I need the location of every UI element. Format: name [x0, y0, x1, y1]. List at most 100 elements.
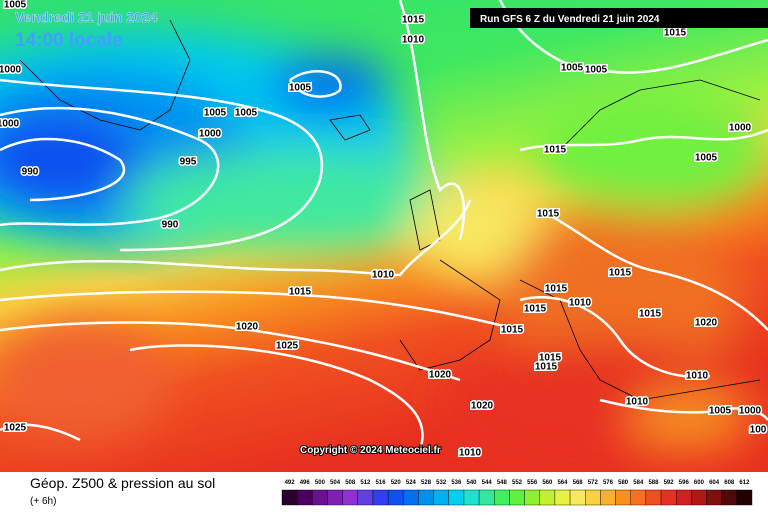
isobar-label: 1010 — [402, 35, 425, 46]
scale-label: 560 — [542, 480, 553, 486]
isobar-label: 1005 — [709, 406, 732, 417]
scale-label: 592 — [664, 480, 675, 486]
isobar-label: 1015 — [289, 287, 312, 298]
footer-subtitle: (+ 6h) — [30, 496, 56, 507]
isobar-label: 1015 — [501, 325, 524, 336]
scale-cell — [569, 489, 586, 506]
isobar-label: 1015 — [524, 304, 547, 315]
isobar-label: 1000 — [0, 119, 20, 130]
isobar-label: 100 — [750, 425, 767, 436]
scale-cell — [387, 489, 404, 506]
scale-cell — [691, 489, 707, 506]
scale-label: 588 — [648, 480, 659, 486]
isobar-label: 1005 — [4, 0, 27, 11]
scale-label: 528 — [421, 480, 432, 486]
isobar-label: 1015 — [639, 309, 662, 320]
scale-label: 596 — [679, 480, 690, 486]
scale-cell — [478, 489, 495, 506]
scale-label: 520 — [391, 480, 402, 486]
scale-label: 556 — [527, 480, 538, 486]
date: Vendredi 21 juin 2024 — [15, 9, 158, 25]
scale-label: 568 — [573, 480, 584, 486]
scale-label: 584 — [633, 480, 644, 486]
scale-cell — [372, 489, 389, 506]
scale-label: 504 — [330, 480, 341, 486]
isobar-label: 1000 — [199, 129, 222, 140]
scale-label: 548 — [497, 480, 508, 486]
scale-label: 552 — [512, 480, 523, 486]
scale-cell — [675, 489, 692, 506]
scale-label: 580 — [618, 480, 629, 486]
scale-cell — [706, 489, 722, 506]
scale-label: 492 — [285, 480, 296, 486]
isobar-label: 1005 — [561, 63, 584, 74]
scale-cell — [403, 489, 419, 506]
copyright: Copyright © 2024 Meteociel.fr — [300, 445, 441, 456]
scale-cell — [357, 489, 374, 506]
footer-title: Géop. Z500 & pression au sol — [30, 475, 215, 491]
scale-cell — [448, 489, 465, 506]
isobar-label: 995 — [180, 157, 197, 168]
scale-label: 544 — [482, 480, 493, 486]
scale-label: 536 — [451, 480, 462, 486]
isobar-label: 1010 — [686, 371, 709, 382]
run: Run GFS 6 Z du Vendredi 21 juin 2024 — [480, 14, 660, 25]
scale-label: 500 — [315, 480, 326, 486]
scale-cell — [327, 489, 343, 506]
scale-label: 600 — [694, 480, 705, 486]
isobar-label: 1015 — [537, 209, 560, 220]
scale-cell — [615, 489, 631, 506]
isobar-label: 1005 — [235, 108, 258, 119]
isobar-label: 1005 — [585, 65, 608, 76]
isobar-label: 1015 — [402, 15, 425, 26]
time: 14:00 locale — [15, 30, 123, 51]
scale-cell — [539, 489, 556, 506]
scale-label: 612 — [739, 480, 750, 486]
scale-label: 540 — [467, 480, 478, 486]
isobar-label: 1015 — [664, 28, 687, 39]
isobar-label: 1020 — [471, 401, 494, 412]
isobar-label: 1010 — [569, 298, 592, 309]
scale-label: 608 — [724, 480, 735, 486]
isobar-label: 1000 — [729, 123, 752, 134]
isobar-labels: 1005101510101000100510051005100010051005… — [0, 0, 768, 460]
height-field — [0, 30, 768, 460]
isobar-label: 1015 — [609, 268, 632, 279]
isobar-label: 990 — [162, 220, 179, 231]
isobar-label: 1010 — [372, 270, 395, 281]
scale-cell — [433, 489, 449, 506]
isobar-label: 1000 — [0, 65, 22, 76]
isobar-label: 1015 — [539, 353, 562, 364]
scale-label: 532 — [436, 480, 447, 486]
scale-cell — [312, 489, 328, 506]
isobar-label: 1025 — [276, 341, 299, 352]
isobar-label: 1015 — [535, 362, 558, 373]
run-box — [470, 8, 768, 28]
scale-cell — [463, 489, 480, 506]
scale-cell — [585, 489, 601, 506]
scale-label: 524 — [406, 480, 417, 486]
scale-cell — [296, 489, 313, 506]
scale-cell — [524, 489, 540, 506]
color-scale: 492 496 500 504 508 512 516 520 524 528 532 536 540 5… — [281, 480, 753, 506]
scale-cell — [342, 489, 359, 506]
scale-label: 512 — [360, 480, 371, 486]
isobar-label: 1020 — [695, 318, 718, 329]
scale-label: 564 — [557, 480, 568, 486]
isobar-label: 1020 — [236, 322, 259, 333]
scale-cell — [554, 489, 571, 506]
isobar-label: 990 — [22, 167, 39, 178]
isobar-label: 1005 — [695, 153, 718, 164]
scale-cell — [418, 489, 434, 506]
isobar-label: 1005 — [204, 108, 227, 119]
scale-cell — [281, 489, 298, 506]
scale-cell — [509, 489, 525, 506]
isobar-label: 1010 — [459, 448, 482, 459]
scale-label: 576 — [603, 480, 614, 486]
scale-cell — [660, 489, 677, 506]
isobar-label: 1015 — [544, 145, 567, 156]
isobar-label: 1000 — [739, 406, 762, 417]
scale-cell — [600, 489, 616, 506]
